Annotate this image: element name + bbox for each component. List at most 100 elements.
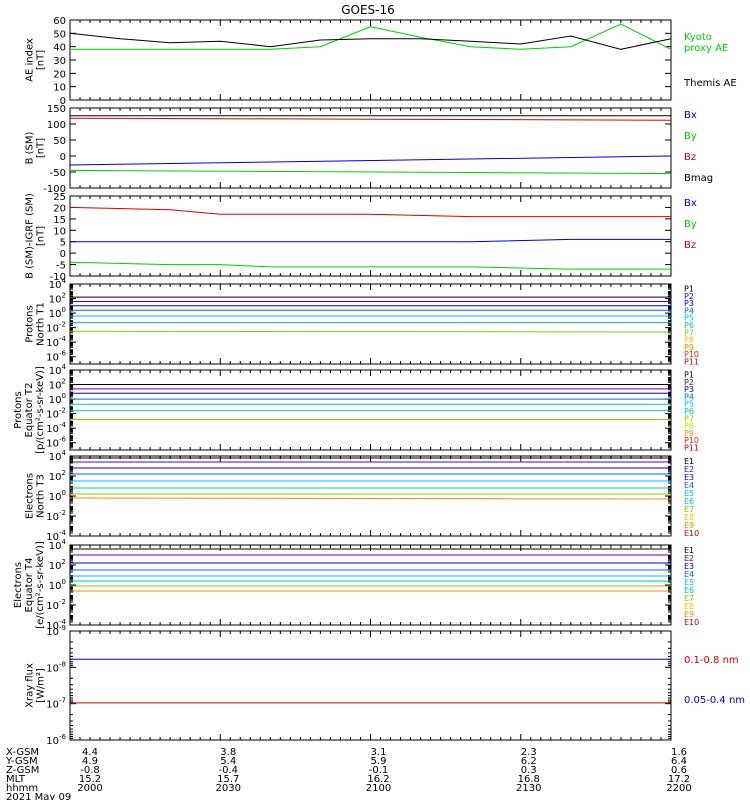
legend-entry: 0.05-0.4 nm [684, 695, 745, 706]
legend-entry: E10 [684, 529, 699, 538]
y-tick-label: 10-6 [46, 436, 66, 450]
legend-entry: E1 [684, 546, 694, 555]
y-axis-label: B (SM) [25, 131, 36, 164]
y-tick-label: 15 [53, 215, 66, 226]
y-tick-label: 10-7 [46, 697, 66, 711]
y-tick-label: 102 [49, 292, 66, 306]
plot-title: GOES-16 [341, 3, 395, 17]
legend-entry: E8 [684, 513, 694, 522]
y-axis-label: North T3 [36, 474, 47, 518]
y-tick-label: 100 [49, 306, 66, 320]
ephemeris-label: X-GSM [6, 747, 39, 758]
legend-entry: P10 [684, 350, 699, 359]
panel-6: 10-4 10-2 100 102 104 Electrons North T3 E1E2E3… [25, 449, 700, 543]
legend-entry: P5 [684, 314, 694, 323]
ephemeris-value: 2.3 [521, 747, 537, 758]
y-axis-label: [p/(cm²-s-sr-keV)] [35, 366, 46, 454]
legend-entry: E3 [684, 562, 694, 571]
legend-entry: P4 [684, 306, 694, 315]
y-tick-label: -100 [43, 184, 66, 195]
ephemeris-label: Y-GSM [6, 756, 38, 767]
legend-entry: proxy AE [684, 43, 728, 54]
ephemeris-table: X-GSM 4.4 3.8 3.1 2.3 1.6 Y-GSM 4.9 5.4 5.9 6.2 6.4… [5, 747, 692, 803]
ephemeris-value: 2030 [216, 783, 241, 794]
panel-8: 10-9 10-8 10-7 10-6 Xray flux [W/m²] 0.1-0.8 n… [25, 624, 746, 747]
y-tick-label: 10-4 [46, 335, 66, 349]
series-line [69, 117, 672, 121]
ephemeris-label: MLT [6, 774, 26, 785]
panel-frame [69, 283, 672, 365]
y-axis-label: Equator T2 [24, 383, 35, 438]
series-line [69, 155, 672, 166]
series-line [70, 23, 672, 50]
y-axis-label: [nT] [36, 226, 47, 246]
y-tick-label: -10 [50, 272, 66, 283]
series-line [70, 238, 671, 243]
ephemeris-value: 0.6 [671, 765, 687, 776]
y-tick-label: 20 [53, 203, 66, 214]
legend-entry: Bz [684, 152, 696, 163]
y-tick-label: 150 [47, 104, 66, 115]
legend-entry: E3 [684, 473, 694, 482]
legend-entry: E6 [684, 586, 694, 595]
y-tick-label: 50 [53, 29, 66, 40]
y-tick-label: 25 [53, 192, 66, 203]
panel-frame [69, 19, 672, 101]
legend-entry: P1 [684, 371, 694, 380]
y-axis-label: Electrons [13, 562, 24, 608]
legend-entry: Bx [684, 198, 697, 209]
ephemeris-value: 5.9 [371, 756, 387, 767]
legend-entry: P2 [684, 292, 694, 301]
y-tick-label: 10-2 [46, 321, 66, 335]
legend-entry: E6 [684, 497, 694, 506]
y-tick-label: 10-2 [46, 509, 66, 523]
legend-entry: 0.1-0.8 nm [684, 655, 739, 666]
y-tick-label: 10-8 [46, 660, 66, 674]
y-axis-label: Protons [13, 391, 24, 428]
legend-entry: By [684, 131, 697, 142]
legend-entry: E9 [684, 610, 694, 619]
legend-entry: P11 [684, 357, 699, 366]
legend-entry: Bz [684, 240, 696, 251]
panel-2: -100 -50 0 50 100 150 B (SM) [nT] Bx By Bz Bmag [25, 104, 714, 195]
ephemeris-value: 17.2 [668, 774, 690, 785]
y-tick-label: 10-2 [46, 598, 66, 612]
y-tick-label: 104 [49, 277, 67, 291]
ephemeris-value: 6.2 [521, 756, 537, 767]
y-tick-label: 100 [49, 578, 66, 592]
ephemeris-value: 4.9 [82, 756, 98, 767]
ephemeris-value: 16.2 [367, 774, 389, 785]
y-tick-label: 20 [53, 69, 66, 80]
legend-entry: P5 [684, 400, 694, 409]
y-tick-label: 104 [49, 363, 67, 377]
y-axis-label: North T1 [36, 302, 47, 346]
series-line [69, 330, 672, 333]
legend-entry: E7 [684, 505, 694, 514]
ephemeris-value: 1.6 [671, 747, 687, 758]
ephemeris-value: 3.1 [371, 747, 387, 758]
y-axis-label: AE index [25, 38, 36, 82]
y-tick-label: -50 [50, 168, 66, 179]
y-tick-label: 10-2 [46, 407, 66, 421]
series-line [69, 32, 672, 50]
panel-7: 10-4 10-2 100 102 104 Electrons Equator T4 [e/(… [13, 538, 699, 632]
y-tick-label: 0 [60, 152, 66, 163]
series-line [69, 497, 672, 500]
ephemeris-value: -0.4 [218, 765, 238, 776]
series-line [69, 169, 672, 175]
panel-frame [69, 369, 672, 451]
y-tick-label: 10-4 [46, 529, 66, 543]
y-axis-label: Equator T4 [24, 558, 35, 613]
y-tick-label: 100 [49, 392, 66, 406]
ephemeris-value: 2200 [666, 783, 691, 794]
legend-entry: E4 [684, 481, 694, 490]
legend-entry: E9 [684, 521, 694, 530]
legend-entry: P6 [684, 321, 694, 330]
y-tick-label: 10-6 [46, 733, 66, 745]
y-tick-label: 0 [60, 96, 66, 107]
legend-entry: Bmag [684, 173, 713, 184]
y-tick-label: 40 [53, 43, 66, 54]
